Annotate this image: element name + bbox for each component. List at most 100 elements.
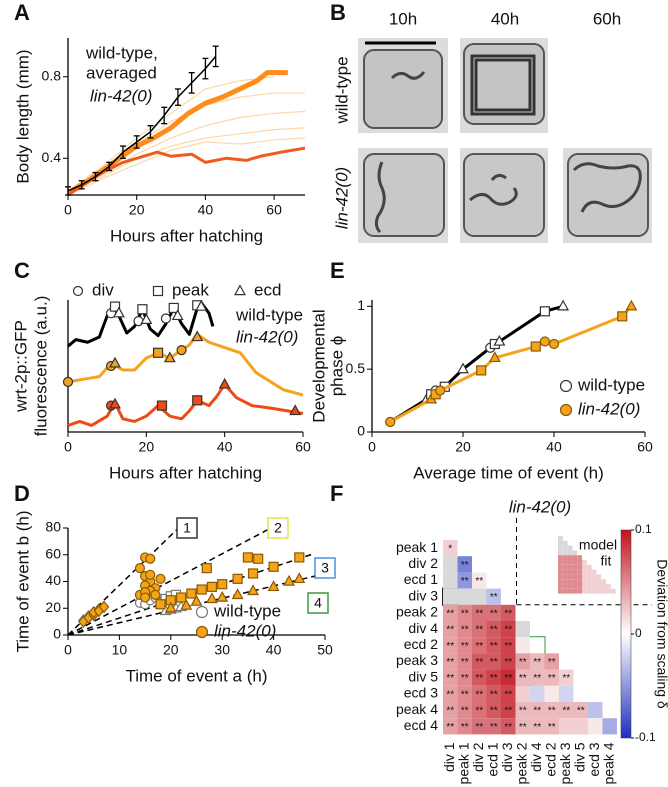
legend-label: ecd	[254, 280, 281, 299]
y-axis-label: fluorescence (a.u.)	[31, 296, 50, 437]
inset-cell	[577, 588, 582, 594]
significance: **	[519, 673, 527, 684]
heat-cell	[515, 685, 530, 702]
significance: **	[446, 657, 454, 668]
heat-cell	[457, 604, 472, 621]
inset-cell	[586, 564, 592, 570]
heat-cell	[457, 669, 472, 686]
colorbar-label: Deviation from scaling δ	[654, 559, 668, 709]
time-label: 60h	[593, 9, 621, 28]
marker	[294, 552, 305, 563]
inset-cell	[577, 569, 582, 575]
inset-cell	[558, 569, 563, 575]
significance: **	[461, 657, 469, 668]
inset-label: fit	[601, 553, 612, 569]
significance: **	[490, 722, 498, 733]
annotation: wild-type,	[85, 43, 158, 62]
heat-cell	[457, 572, 472, 589]
marker	[385, 416, 396, 428]
heat-cell	[486, 604, 501, 621]
row-label: div 3	[408, 587, 438, 603]
significance: **	[490, 706, 498, 717]
row-label: peak 3	[396, 652, 438, 668]
marker	[232, 573, 243, 584]
heat-cell	[457, 588, 472, 605]
inset-cell	[596, 579, 602, 584]
marker	[231, 588, 244, 600]
marker	[206, 581, 218, 592]
x-tick-label: 0	[64, 439, 72, 455]
x-tick-label: 40	[266, 642, 282, 658]
marker	[247, 568, 259, 579]
inset-cell	[562, 579, 568, 584]
significance: **	[461, 673, 469, 684]
heat-cell	[486, 621, 501, 638]
inset-cell	[577, 574, 582, 580]
inset-cell	[558, 588, 563, 594]
marker	[150, 589, 161, 600]
heat-cell	[559, 718, 574, 735]
heat-cell	[486, 588, 501, 605]
worm	[390, 71, 426, 80]
worm	[469, 173, 518, 206]
heat-cell	[544, 653, 559, 670]
significance: **	[461, 576, 469, 587]
row-label: peak 2	[396, 604, 438, 620]
inset-cell	[567, 569, 573, 575]
significance: **	[461, 560, 469, 571]
inset-cell	[562, 569, 568, 575]
heat-cell	[457, 556, 472, 573]
line	[67, 137, 306, 196]
marker	[457, 362, 469, 374]
x-axis-label: Average time of event (h)	[413, 463, 604, 482]
heat-cell	[501, 702, 516, 719]
heat-cell	[501, 669, 516, 686]
inset-cell	[572, 584, 578, 589]
inset-cell	[562, 574, 568, 580]
heat-cell	[501, 637, 516, 654]
line	[67, 552, 315, 636]
inset-cell	[586, 584, 592, 589]
significance: **	[533, 722, 541, 733]
x-tick-label: 20	[455, 439, 471, 455]
marker	[160, 313, 172, 324]
fit-label: 2	[274, 520, 282, 536]
marker	[539, 306, 551, 317]
inset-cell	[591, 569, 597, 575]
heat-cell	[515, 669, 530, 686]
heat-cell	[501, 604, 516, 621]
row-label: div 5	[408, 668, 438, 684]
heat-cell	[588, 718, 603, 735]
chamber	[567, 153, 649, 237]
marker	[530, 341, 541, 352]
significance: **	[490, 657, 498, 668]
marker	[242, 552, 253, 563]
marker	[217, 579, 228, 590]
y-axis-label: phase ϕ	[327, 336, 346, 397]
heat-cell	[472, 588, 487, 605]
inset-cell	[582, 584, 587, 589]
panel-label: C	[14, 258, 30, 283]
heat-cell	[588, 702, 603, 719]
heat-cell	[472, 572, 487, 589]
marker	[289, 404, 302, 416]
inset-cell	[562, 584, 568, 589]
inset-cell	[586, 579, 592, 584]
heat-cell	[486, 653, 501, 670]
inset-cell	[582, 579, 587, 584]
inset-label: model	[579, 537, 617, 553]
heat-cell	[515, 702, 530, 719]
marker	[196, 584, 207, 595]
x-tick-label: 10	[112, 642, 128, 658]
row-label: ecd 3	[404, 685, 438, 701]
significance: **	[475, 657, 483, 668]
fit-label: 1	[183, 520, 191, 536]
significance: **	[504, 625, 512, 636]
y-tick-label: 0.4	[42, 149, 62, 165]
significance: **	[446, 608, 454, 619]
marker	[559, 403, 573, 417]
heat-cell	[515, 653, 530, 670]
inset-cell	[558, 560, 563, 565]
significance: **	[548, 706, 556, 717]
panel-label: E	[330, 258, 345, 283]
